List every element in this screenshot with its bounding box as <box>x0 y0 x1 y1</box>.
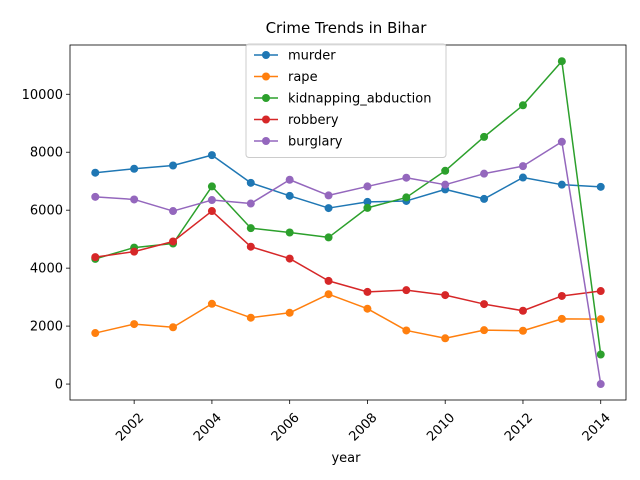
point-burglary-2005 <box>246 199 255 208</box>
chart-title: Crime Trends in Bihar <box>266 19 428 37</box>
point-rape-2005 <box>246 313 255 322</box>
point-kidnapping-abduction-2013 <box>557 57 566 66</box>
point-burglary-2012 <box>518 162 527 171</box>
point-rape-2011 <box>480 326 489 335</box>
point-burglary-2010 <box>441 180 450 189</box>
point-kidnapping-abduction-2004 <box>207 182 216 191</box>
point-robbery-2002 <box>130 247 139 256</box>
y-tick-label-2000: 2000 <box>30 320 63 335</box>
point-murder-2008 <box>363 197 372 206</box>
point-burglary-2008 <box>363 182 372 191</box>
point-kidnapping-abduction-2012 <box>518 101 527 110</box>
point-rape-2004 <box>207 299 216 308</box>
point-rape-2012 <box>518 326 527 335</box>
point-murder-2002 <box>130 164 139 173</box>
point-kidnapping-abduction-2014 <box>596 350 605 359</box>
point-kidnapping-abduction-2010 <box>441 166 450 175</box>
legend-marker-kidnapping-abduction <box>262 94 270 102</box>
series-line-burglary <box>95 141 602 385</box>
point-robbery-2004 <box>207 207 216 216</box>
point-burglary-2003 <box>169 207 178 216</box>
point-burglary-2014 <box>596 380 605 389</box>
point-rape-2014 <box>596 315 605 324</box>
legend-box <box>245 43 447 158</box>
point-burglary-2011 <box>480 169 489 178</box>
point-robbery-2013 <box>557 291 566 300</box>
point-robbery-2012 <box>518 306 527 315</box>
y-tick-label-4000: 4000 <box>30 262 63 277</box>
point-robbery-2005 <box>246 242 255 251</box>
point-kidnapping-abduction-2006 <box>285 228 294 237</box>
point-rape-2013 <box>557 314 566 323</box>
point-burglary-2001 <box>91 192 100 201</box>
y-tick-label-10000: 10000 <box>22 88 63 103</box>
point-robbery-2014 <box>596 287 605 296</box>
point-burglary-2002 <box>130 195 139 204</box>
point-robbery-2007 <box>324 276 333 285</box>
series-robbery <box>91 207 605 315</box>
point-murder-2005 <box>246 178 255 187</box>
x-axis-title: year <box>331 451 361 466</box>
point-rape-2009 <box>402 326 411 335</box>
point-murder-2001 <box>91 168 100 177</box>
series-line-kidnapping-abduction <box>95 60 602 355</box>
series-line-murder <box>95 154 601 209</box>
series-rape <box>91 290 605 343</box>
point-burglary-2007 <box>324 191 333 200</box>
point-kidnapping-abduction-2009 <box>402 193 411 202</box>
point-burglary-2004 <box>207 196 216 205</box>
series-layer <box>91 57 605 389</box>
point-murder-2003 <box>169 161 178 170</box>
series-line-rape <box>95 293 601 340</box>
point-robbery-2001 <box>91 253 100 262</box>
point-murder-2007 <box>324 204 333 213</box>
point-kidnapping-abduction-2005 <box>246 224 255 233</box>
point-murder-2006 <box>285 191 294 200</box>
y-axis: 0 2000 4000 6000 8000 10000 <box>22 88 70 393</box>
point-rape-2008 <box>363 304 372 313</box>
legend-marker-robbery <box>262 115 270 124</box>
point-murder-2004 <box>207 151 216 160</box>
point-rape-2001 <box>91 329 100 338</box>
legend-marker-rape <box>262 72 270 81</box>
legend-marker-murder <box>262 51 270 59</box>
point-robbery-2003 <box>169 237 178 246</box>
point-robbery-2006 <box>285 254 294 263</box>
point-murder-2014 <box>596 182 605 191</box>
series-burglary <box>91 137 605 389</box>
point-rape-2010 <box>441 334 450 343</box>
point-rape-2006 <box>285 308 294 317</box>
y-tick-label-6000: 6000 <box>30 204 63 219</box>
point-rape-2003 <box>169 323 178 332</box>
point-kidnapping-abduction-2011 <box>480 132 489 141</box>
legend-label-kidnapping-abduction: kidnapping_abduction <box>288 92 431 107</box>
y-tick-label-8000: 8000 <box>30 146 63 161</box>
y-tick-label-0: 0 <box>55 378 63 393</box>
point-burglary-2009 <box>402 173 411 182</box>
legend-label-murder: murder <box>288 49 336 64</box>
legend-label-burglary: burglary <box>288 135 343 150</box>
series-line-robbery <box>95 210 601 312</box>
point-robbery-2008 <box>363 287 372 296</box>
series-murder <box>91 151 605 213</box>
legend-label-rape: rape <box>288 70 318 85</box>
point-murder-2011 <box>480 194 489 203</box>
point-robbery-2011 <box>480 300 489 309</box>
point-murder-2013 <box>557 180 566 189</box>
legend-label-robbery: robbery <box>288 113 339 128</box>
point-burglary-2013 <box>557 137 566 146</box>
legend-marker-burglary <box>262 137 270 145</box>
point-robbery-2010 <box>441 291 450 300</box>
point-kidnapping-abduction-2008 <box>363 203 372 212</box>
point-burglary-2006 <box>285 175 294 184</box>
point-murder-2012 <box>518 173 527 182</box>
point-rape-2002 <box>130 320 139 329</box>
point-robbery-2009 <box>402 286 411 295</box>
point-rape-2007 <box>324 290 333 299</box>
point-kidnapping-abduction-2007 <box>324 233 333 242</box>
